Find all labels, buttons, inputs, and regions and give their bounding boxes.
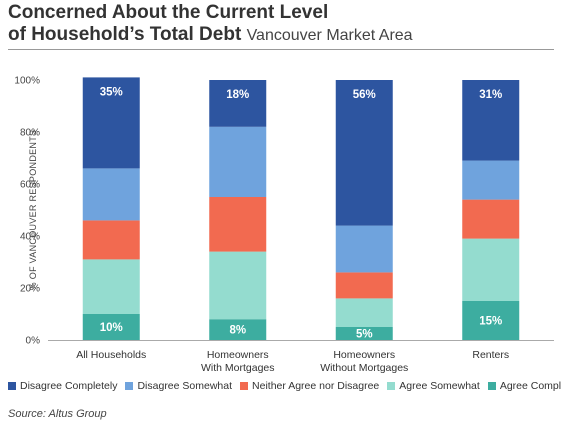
bar-segment — [335, 298, 393, 327]
source-note: Source: Altus Group — [8, 408, 107, 420]
legend-item: Agree Completely — [487, 380, 561, 392]
bar-segment — [335, 225, 393, 273]
category-label: Renters — [472, 349, 509, 361]
chart-subtitle: Vancouver Market Area — [246, 27, 413, 44]
legend-swatch — [8, 382, 16, 390]
legend-item: Neither Agree nor Disagree — [240, 380, 379, 392]
legend-item: Disagree Completely — [8, 380, 117, 392]
data-label: 35% — [100, 86, 123, 98]
chart-title: Concerned About the Current Level of Hou… — [8, 2, 554, 47]
bar-segment — [82, 314, 140, 340]
legend-label: Neither Agree nor Disagree — [252, 380, 380, 392]
legend-swatch — [125, 382, 134, 390]
y-tick-label: 80% — [20, 128, 40, 139]
legend-swatch — [487, 382, 496, 390]
legend-label: Disagree Somewhat — [137, 380, 233, 392]
chart-legend: Disagree Completely Disagree Somewhat Neit… — [8, 380, 561, 392]
data-label: 5% — [356, 329, 373, 341]
bar-segment — [209, 126, 267, 197]
category-label: All Households — [76, 349, 146, 361]
y-tick-label: 40% — [20, 232, 40, 243]
bar-segment — [82, 220, 140, 260]
category-label: Homeowners — [207, 349, 269, 361]
bar-segment — [335, 80, 393, 226]
bar-segment — [335, 327, 393, 340]
bar-segment — [462, 301, 520, 340]
y-tick-label: 60% — [20, 180, 40, 191]
title-line-2-text: of Household’s Total Debt — [8, 24, 242, 45]
bar-segment — [209, 251, 267, 320]
title-line-1: Concerned About the Current Level — [8, 2, 329, 23]
y-axis-label: % OF VANCOUVER RESPONDENTS — [28, 130, 38, 291]
title-divider — [8, 49, 554, 50]
legend-item: Disagree Somewhat — [125, 380, 232, 392]
legend-label: Disagree Completely — [20, 380, 118, 392]
data-label: 8% — [229, 325, 246, 337]
y-tick-label: 0% — [26, 336, 41, 347]
category-label: With Mortgages — [201, 362, 275, 374]
data-label: 31% — [479, 89, 502, 101]
bar-segment — [462, 80, 520, 161]
bar-segment — [209, 197, 267, 252]
data-label: 15% — [479, 316, 502, 328]
bar-segment — [82, 259, 140, 314]
bar-segment — [209, 80, 267, 127]
bar-segment — [462, 160, 520, 200]
data-label: 10% — [100, 322, 123, 334]
data-label: 18% — [226, 89, 249, 101]
legend-swatch — [240, 382, 249, 390]
data-label: 56% — [353, 89, 376, 101]
y-tick-label: 20% — [20, 284, 40, 295]
stacked-bar-chart: 0% 20% 40% 60% 80% 100% % OF VANCOUVER RESPOND… — [14, 76, 554, 374]
bar-segment — [82, 77, 140, 169]
title-line-2: of Household’s Total Debt Vancouver Mark… — [8, 24, 554, 47]
bar-segment — [462, 199, 520, 239]
legend-label: Agree Somewhat — [399, 380, 480, 392]
category-label: Without Mortgages — [320, 362, 408, 374]
category-label: Homeowners — [333, 349, 395, 361]
bar-segment — [335, 272, 393, 299]
legend-item: Agree Somewhat — [387, 380, 480, 392]
legend-label: Agree Completely — [499, 380, 561, 392]
bar-segment — [462, 238, 520, 301]
legend-swatch — [387, 382, 396, 390]
y-tick-label: 100% — [14, 76, 40, 87]
bar-segment — [82, 168, 140, 221]
bar-segment — [209, 319, 267, 340]
